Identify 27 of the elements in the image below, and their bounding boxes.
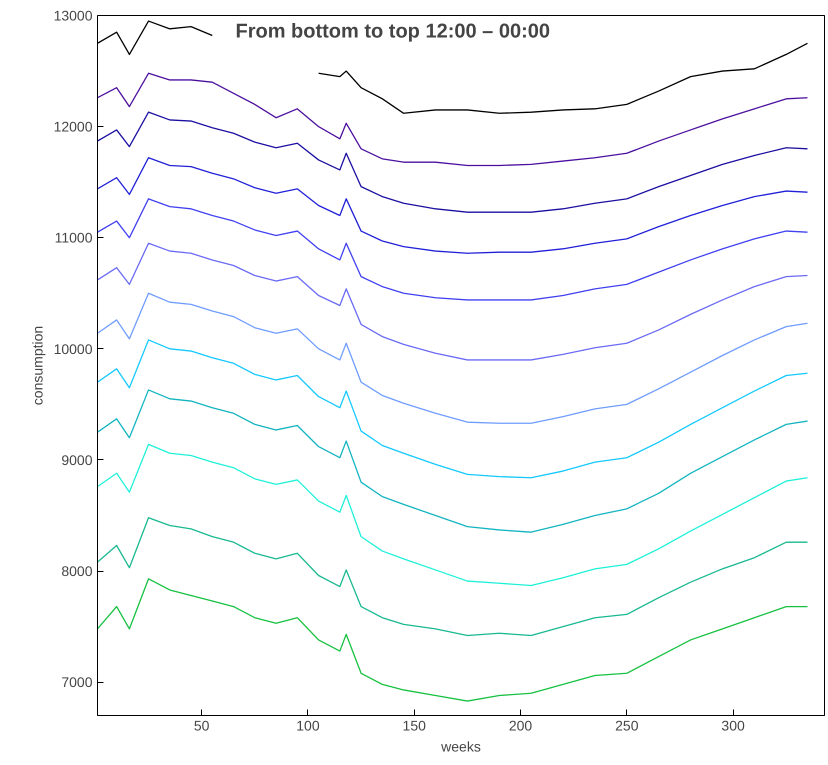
line-series	[98, 444, 808, 586]
x-tick-label: 150	[402, 718, 426, 734]
y-tick-label: 10000	[54, 340, 93, 357]
y-tick-label: 11000	[54, 230, 93, 246]
x-tick-label: 300	[721, 718, 745, 734]
line-series	[98, 72, 808, 166]
line-series	[98, 112, 808, 213]
y-axis-title: consumption	[30, 326, 46, 406]
line-series	[98, 578, 808, 702]
x-axis-title: weeks	[440, 738, 481, 754]
line-series	[98, 198, 808, 301]
x-tick-label: 50	[194, 718, 210, 734]
x-tick-label: 250	[615, 718, 639, 734]
y-tick-label: 9000	[61, 452, 93, 468]
line-series	[98, 242, 808, 361]
line-series	[98, 157, 808, 254]
line-series	[98, 517, 808, 636]
y-tick-label: 12000	[54, 118, 93, 135]
x-tick-label: 100	[296, 718, 320, 734]
chart-title: From bottom to top 12:00 – 00:00	[236, 20, 550, 42]
line-series	[98, 292, 808, 424]
line-series	[98, 389, 808, 533]
line-series	[98, 339, 808, 478]
x-tick-label: 200	[508, 718, 532, 734]
y-tick-label: 7000	[61, 674, 93, 690]
y-tick-label: 8000	[61, 563, 93, 580]
y-tick-label: 13000	[54, 8, 93, 24]
